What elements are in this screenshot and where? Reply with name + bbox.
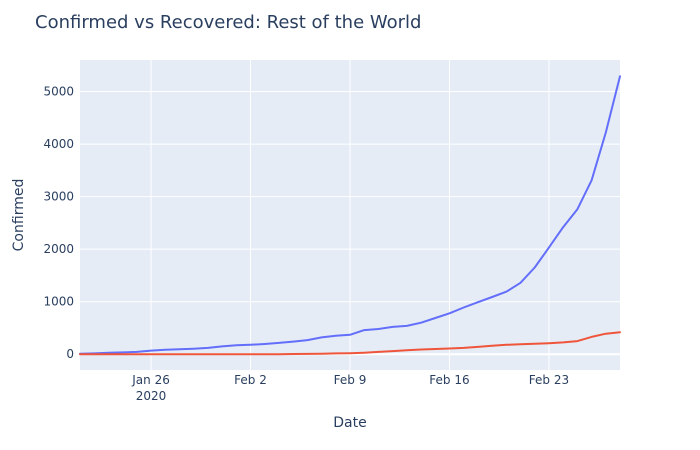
y-tick-label: 4000 (43, 137, 74, 151)
series-line-2 (79, 331, 621, 356)
x-axis-title: Date (333, 415, 366, 431)
x-tick-sublabel: 2020 (136, 389, 167, 403)
y-tick-label: 5000 (43, 85, 74, 99)
chart-title: Confirmed vs Recovered: Rest of the Worl… (35, 12, 421, 33)
x-tick-label: Feb 9 (334, 373, 367, 387)
x-tick-label: Feb 2 (234, 373, 267, 387)
y-tick-label: 1000 (43, 295, 74, 309)
x-tick-label: Jan 26 (131, 373, 170, 387)
y-tick-label: 2000 (43, 242, 74, 256)
y-axis-title: Confirmed (11, 179, 27, 252)
series-line-1 (79, 75, 621, 355)
x-tick-label: Feb 16 (429, 373, 469, 387)
tick-layer: 0 1000 2000 3000 4000 5000 Jan 26 2020 Feb 2 Feb … (43, 85, 569, 403)
series-layer (79, 75, 621, 356)
x-tick-label: Feb 23 (529, 373, 569, 387)
y-tick-label: 0 (66, 347, 74, 361)
y-tick-label: 3000 (43, 190, 74, 204)
